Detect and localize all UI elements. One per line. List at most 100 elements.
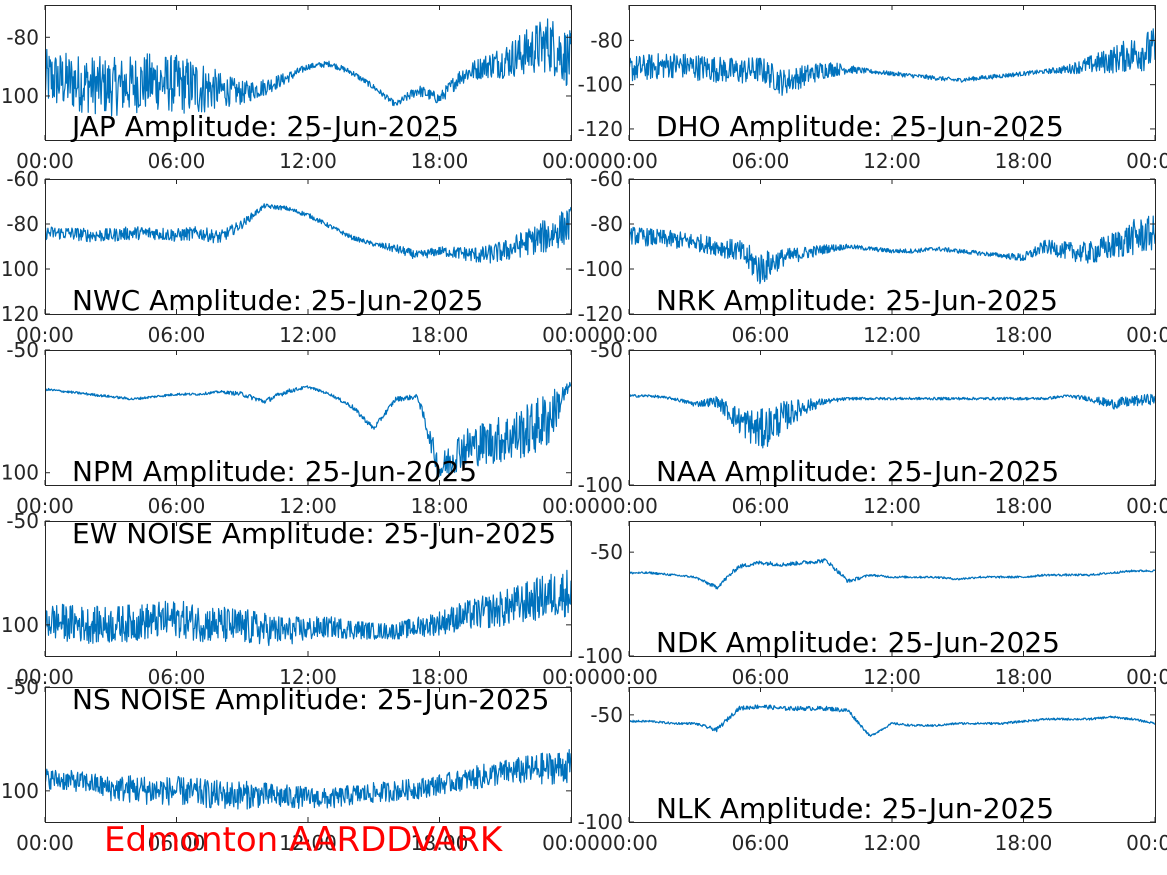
x-tick-label: 06:00 bbox=[148, 494, 206, 518]
panel-3: 00:00 06:00 12:00 18:00 00:00 -60 -80 -100 -120 N… bbox=[578, 167, 1167, 347]
series-line-6 bbox=[45, 569, 571, 647]
y-tick-label: -50 bbox=[6, 675, 39, 699]
series-line-8 bbox=[45, 749, 571, 810]
x-tick-label: 12:00 bbox=[279, 831, 337, 855]
x-tick-label: 00:00 bbox=[600, 831, 658, 855]
x-tick-label: 18:00 bbox=[995, 323, 1053, 347]
series-line-7 bbox=[629, 558, 1155, 590]
x-tick-label: 12:00 bbox=[279, 149, 337, 173]
series-line-4 bbox=[45, 381, 571, 479]
y-tick-label: -50 bbox=[590, 338, 623, 362]
x-tick-label: 00:00 bbox=[16, 831, 74, 855]
x-tick-label: 00:00 bbox=[600, 323, 658, 347]
panel-4: 00:00 06:00 12:00 18:00 00:00 -50 -100 NPM Ampl… bbox=[0, 338, 600, 518]
series-line-1 bbox=[629, 28, 1155, 96]
x-tick-label: 00:00 bbox=[542, 149, 600, 173]
x-tick-label: 00:00 bbox=[1126, 494, 1167, 518]
x-tick-label: 18:00 bbox=[411, 831, 469, 855]
y-tick-label: -100 bbox=[578, 810, 623, 834]
panel-7: 00:00 06:00 12:00 18:00 00:00 -50 -100 NDK Ampl… bbox=[578, 521, 1167, 689]
panel-title: EW NOISE Amplitude: 25-Jun-2025 bbox=[72, 517, 556, 550]
x-tick-label: 00:00 bbox=[542, 323, 600, 347]
y-tick-label: -100 bbox=[578, 644, 623, 668]
x-tick-label: 06:00 bbox=[732, 149, 790, 173]
panel-title: NWC Amplitude: 25-Jun-2025 bbox=[72, 284, 483, 317]
panel-1: 00:00 06:00 12:00 18:00 00:00 -80 -100 -120 DHO … bbox=[578, 5, 1167, 173]
y-tick-label: -60 bbox=[6, 167, 39, 191]
y-tick-label: -100 bbox=[578, 257, 623, 281]
x-tick-label: 12:00 bbox=[863, 831, 921, 855]
y-tick-label: -100 bbox=[0, 779, 39, 803]
panel-8: 00:00 06:00 12:00 18:00 00:00 -50 -100 NS NOISE… bbox=[0, 675, 600, 855]
x-tick-label: 00:00 bbox=[600, 494, 658, 518]
y-tick-label: -100 bbox=[578, 73, 623, 97]
x-tick-label: 06:00 bbox=[732, 831, 790, 855]
y-tick-label: -50 bbox=[6, 338, 39, 362]
panel-title: NPM Amplitude: 25-Jun-2025 bbox=[72, 455, 477, 488]
y-tick-label: -50 bbox=[590, 703, 623, 727]
panel-title: NLK Amplitude: 25-Jun-2025 bbox=[656, 792, 1054, 825]
y-tick-label: -80 bbox=[590, 212, 623, 236]
panel-title: DHO Amplitude: 25-Jun-2025 bbox=[656, 110, 1064, 143]
series-line-0 bbox=[45, 18, 571, 117]
x-tick-label: 00:00 bbox=[16, 494, 74, 518]
y-tick-label: -120 bbox=[578, 302, 623, 326]
x-tick-label: 06:00 bbox=[148, 831, 206, 855]
x-tick-label: 18:00 bbox=[995, 831, 1053, 855]
x-tick-label: 06:00 bbox=[732, 494, 790, 518]
x-tick-label: 06:00 bbox=[148, 149, 206, 173]
x-tick-label: 00:00 bbox=[1126, 831, 1167, 855]
x-tick-label: 12:00 bbox=[863, 494, 921, 518]
x-tick-label: 06:00 bbox=[732, 323, 790, 347]
x-tick-label: 18:00 bbox=[411, 323, 469, 347]
panel-0: 00:00 06:00 12:00 18:00 00:00 -80 -100 JAP Ampl… bbox=[0, 5, 600, 173]
x-tick-label: 00:00 bbox=[16, 665, 74, 689]
y-tick-label: -120 bbox=[578, 117, 623, 141]
x-tick-label: 06:00 bbox=[732, 665, 790, 689]
station-name: Edmonton AARDDVARK bbox=[104, 820, 503, 860]
y-tick-label: -60 bbox=[590, 167, 623, 191]
x-tick-label: 00:00 bbox=[600, 149, 658, 173]
x-tick-label: 12:00 bbox=[279, 665, 337, 689]
y-tick-label: -120 bbox=[0, 302, 39, 326]
x-tick-label: 00:00 bbox=[542, 494, 600, 518]
panel-9: 00:00 06:00 12:00 18:00 00:00 -50 -100 NLK Ampl… bbox=[578, 687, 1167, 855]
x-tick-label: 12:00 bbox=[279, 494, 337, 518]
y-tick-label: -100 bbox=[0, 461, 39, 485]
x-tick-label: 18:00 bbox=[411, 665, 469, 689]
x-tick-label: 18:00 bbox=[411, 149, 469, 173]
y-tick-label: -50 bbox=[6, 509, 39, 533]
panel-title: NRK Amplitude: 25-Jun-2025 bbox=[656, 284, 1058, 317]
y-tick-label: -100 bbox=[0, 84, 39, 108]
y-tick-label: -80 bbox=[6, 25, 39, 49]
y-tick-label: -80 bbox=[590, 28, 623, 52]
x-tick-label: 00:00 bbox=[16, 323, 74, 347]
x-tick-label: 00:00 bbox=[16, 149, 74, 173]
series-line-3 bbox=[629, 215, 1155, 285]
x-tick-label: 18:00 bbox=[995, 665, 1053, 689]
x-tick-label: 12:00 bbox=[863, 149, 921, 173]
y-tick-label: -100 bbox=[0, 257, 39, 281]
y-tick-label: -100 bbox=[578, 473, 623, 497]
x-tick-label: 00:00 bbox=[1126, 665, 1167, 689]
x-tick-label: 06:00 bbox=[148, 323, 206, 347]
panel-2: 00:00 06:00 12:00 18:00 00:00 -60 -80 -100 -120 N… bbox=[0, 167, 600, 347]
x-tick-label: 12:00 bbox=[279, 323, 337, 347]
panel-title: NAA Amplitude: 25-Jun-2025 bbox=[656, 455, 1059, 488]
panel-title: NS NOISE Amplitude: 25-Jun-2025 bbox=[72, 683, 549, 716]
x-tick-label: 00:00 bbox=[542, 665, 600, 689]
series-line-9 bbox=[629, 704, 1155, 737]
y-tick-label: -80 bbox=[6, 212, 39, 236]
x-tick-label: 18:00 bbox=[995, 494, 1053, 518]
x-tick-label: 18:00 bbox=[411, 494, 469, 518]
x-tick-label: 12:00 bbox=[863, 323, 921, 347]
panel-6: 00:00 06:00 12:00 18:00 00:00 -50 -100 EW NOISE… bbox=[0, 509, 600, 689]
y-tick-label: -50 bbox=[590, 540, 623, 564]
panel-title: JAP Amplitude: 25-Jun-2025 bbox=[70, 110, 459, 143]
panel-5: 00:00 06:00 12:00 18:00 00:00 -50 -100 NAA Ampl… bbox=[578, 338, 1167, 518]
x-tick-label: 12:00 bbox=[863, 665, 921, 689]
x-tick-label: 18:00 bbox=[995, 149, 1053, 173]
x-tick-label: 00:00 bbox=[600, 665, 658, 689]
panel-title: NDK Amplitude: 25-Jun-2025 bbox=[656, 626, 1060, 659]
